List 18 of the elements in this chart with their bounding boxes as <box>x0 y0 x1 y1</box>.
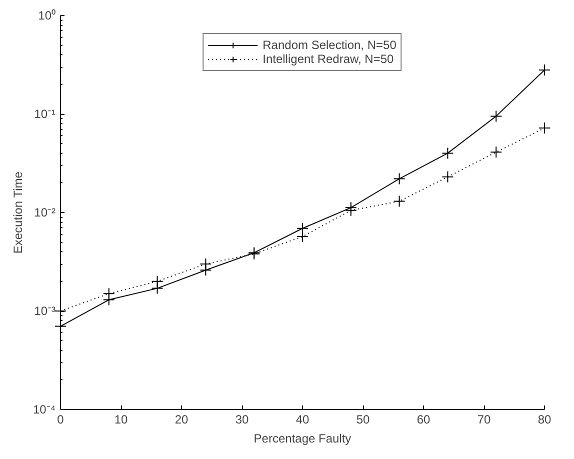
legend-label: Random Selection, N=50 <box>262 38 396 52</box>
x-axis-title: Percentage Faulty <box>254 432 352 446</box>
y-tick-label: 10⁰ <box>38 8 56 22</box>
x-tick-label: 50 <box>356 412 370 426</box>
x-tick-label: 60 <box>416 412 430 426</box>
x-tick-label: 30 <box>235 412 249 426</box>
x-tick-label: 80 <box>538 412 552 426</box>
x-tick-label: 20 <box>174 412 188 426</box>
y-tick-label: 10⁻⁴ <box>32 402 56 416</box>
x-tick-label: 10 <box>114 412 128 426</box>
y-tick-label: 10⁻³ <box>34 304 56 318</box>
x-tick-label: 40 <box>296 412 310 426</box>
x-tick-label: 70 <box>477 412 491 426</box>
legend-label: Intelligent Redraw, N=50 <box>262 52 394 66</box>
y-tick-label: 10⁻¹ <box>34 107 56 121</box>
y-axis-title: Execution Time <box>10 171 25 254</box>
y-tick-label: 10⁻² <box>34 206 56 220</box>
x-tick-label: 0 <box>57 412 64 426</box>
